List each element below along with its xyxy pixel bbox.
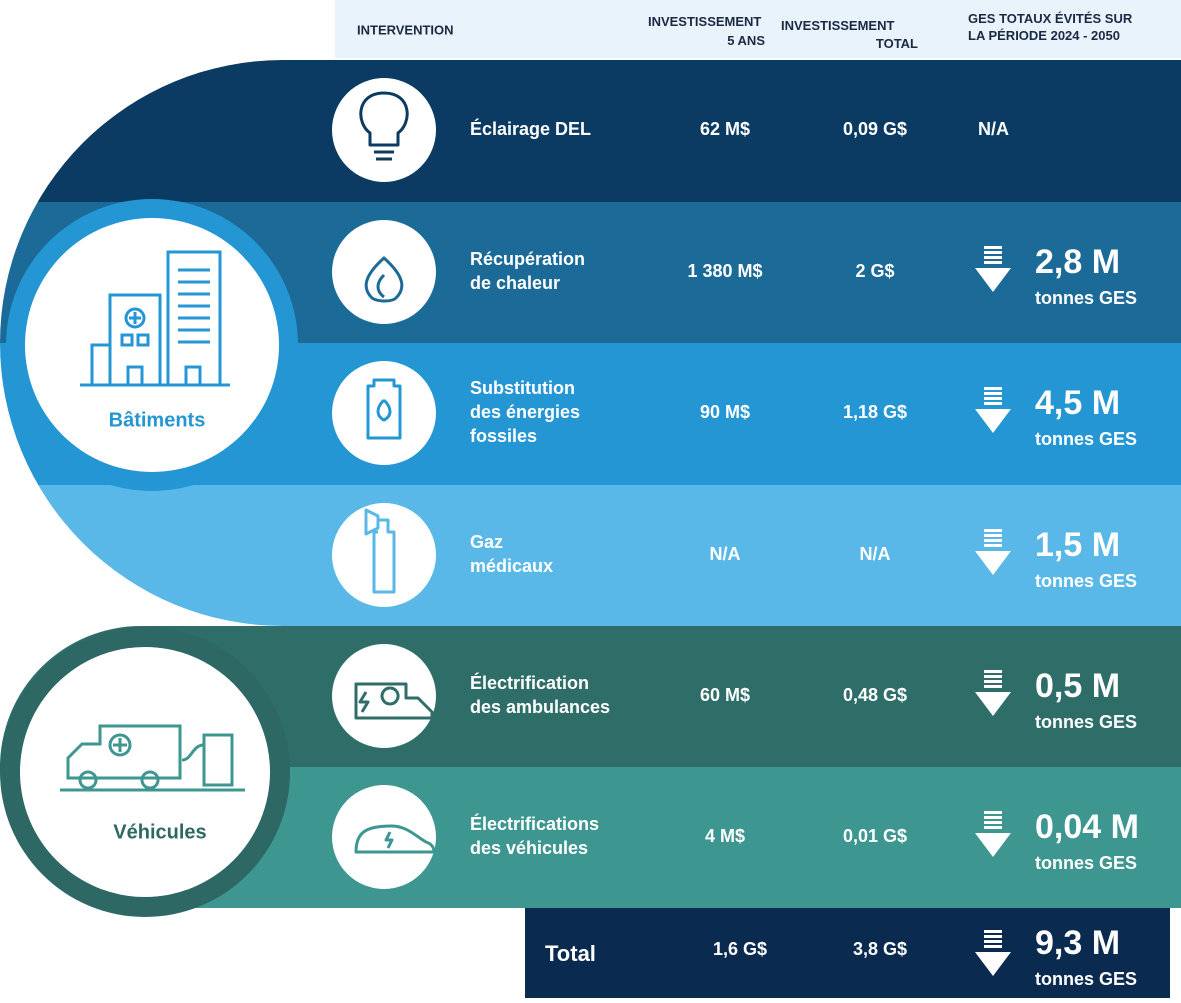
arrow-stripe xyxy=(984,685,1002,688)
row-name-line: des énergies xyxy=(470,402,580,422)
row-name-line: Substitution xyxy=(470,378,575,398)
invest-5: 62 M$ xyxy=(700,119,750,139)
arrow-stripe xyxy=(984,529,1002,532)
row-name-line: Électrification xyxy=(470,672,589,693)
invest-5: 90 M$ xyxy=(700,402,750,422)
ges-value: 4,5 M xyxy=(1035,384,1120,422)
infographic: INTERVENTION INVESTISSEMENT 5 ANS INVEST… xyxy=(0,0,1181,998)
ges-value: 0,04 M xyxy=(1035,808,1139,846)
invest-total: 0,48 G$ xyxy=(843,685,907,705)
row-name-line: médicaux xyxy=(470,556,553,576)
total-invest-total: 3,8 G$ xyxy=(853,939,907,959)
ges-value: N/A xyxy=(978,119,1009,139)
arrow-stripe xyxy=(984,670,1002,673)
arrow-stripe xyxy=(984,397,1002,400)
arrow-stripe xyxy=(984,680,1002,683)
group-label: Véhicules xyxy=(113,821,206,843)
total-ges: 9,3 M xyxy=(1035,924,1120,962)
row-name-line: des véhicules xyxy=(470,838,588,858)
header-line: TOTAL xyxy=(876,36,918,51)
group-circle xyxy=(25,218,279,472)
header-line: LA PÉRIODE 2024 - 2050 xyxy=(968,28,1120,43)
invest-total: 0,09 G$ xyxy=(843,119,907,139)
arrow-stripe xyxy=(984,826,1002,829)
ges-value: 1,5 M xyxy=(1035,526,1120,564)
arrow-stripe xyxy=(984,534,1002,537)
page: {"header": {"intervention": "INTERVENTIO… xyxy=(0,0,1181,998)
invest-5: 60 M$ xyxy=(700,685,750,705)
ges-unit: tonnes GES xyxy=(1035,429,1137,449)
row-icon-circle xyxy=(332,361,436,465)
arrow-stripe xyxy=(984,256,1002,259)
ges-unit: tonnes GES xyxy=(1035,571,1137,591)
invest-total: 0,01 G$ xyxy=(843,826,907,846)
arrow-stripe xyxy=(984,392,1002,395)
ges-unit: tonnes GES xyxy=(1035,853,1137,873)
row-icon-circle xyxy=(332,220,436,324)
arrow-stripe xyxy=(984,402,1002,405)
arrow-stripe xyxy=(984,387,1002,390)
arrow-stripe xyxy=(984,940,1002,943)
ges-unit: tonnes GES xyxy=(1035,288,1137,308)
invest-total: N/A xyxy=(860,544,891,564)
arrow-stripe xyxy=(984,930,1002,933)
invest-total: 2 G$ xyxy=(855,261,894,281)
invest-5: N/A xyxy=(710,544,741,564)
row-name-line: de chaleur xyxy=(470,273,560,293)
header-line: INVESTISSEMENT xyxy=(648,14,761,29)
group-label: Bâtiments xyxy=(109,409,206,431)
arrow-stripe xyxy=(984,246,1002,249)
arrow-stripe xyxy=(984,539,1002,542)
arrow-stripe xyxy=(984,544,1002,547)
row-name-line: Gaz xyxy=(470,532,503,552)
invest-total: 1,18 G$ xyxy=(843,402,907,422)
row-icon-circle xyxy=(332,644,436,748)
header-line: INVESTISSEMENT xyxy=(781,18,894,33)
invest-5: 4 M$ xyxy=(705,826,745,846)
row-name-line: Récupération xyxy=(470,249,585,269)
arrow-stripe xyxy=(984,821,1002,824)
arrow-stripe xyxy=(984,816,1002,819)
row-name-line: fossiles xyxy=(470,426,537,446)
row-name-line: Électrifications xyxy=(470,813,599,834)
arrow-stripe xyxy=(984,811,1002,814)
row-name-line: des ambulances xyxy=(470,697,610,717)
total-label: Total xyxy=(545,941,596,966)
total-ges-unit: tonnes GES xyxy=(1035,969,1137,989)
row-name: Éclairage DEL xyxy=(470,118,591,139)
row-name-line: Éclairage DEL xyxy=(470,118,591,139)
header-line: 5 ANS xyxy=(727,33,765,48)
header-intervention: INTERVENTION xyxy=(357,22,454,37)
group-batiments: Bâtiments xyxy=(6,199,298,491)
ges-unit: tonnes GES xyxy=(1035,712,1137,732)
total-invest-5: 1,6 G$ xyxy=(713,939,767,959)
arrow-stripe xyxy=(984,935,1002,938)
arrow-stripe xyxy=(984,945,1002,948)
arrow-stripe xyxy=(984,251,1002,254)
ges-value: 0,5 M xyxy=(1035,667,1120,705)
ges-value: 2,8 M xyxy=(1035,243,1120,281)
group-vehicules: Véhicules xyxy=(0,627,290,917)
arrow-stripe xyxy=(984,261,1002,264)
header-line: GES TOTAUX ÉVITÉS SUR xyxy=(968,11,1133,26)
invest-5: 1 380 M$ xyxy=(687,261,762,281)
arrow-stripe xyxy=(984,675,1002,678)
